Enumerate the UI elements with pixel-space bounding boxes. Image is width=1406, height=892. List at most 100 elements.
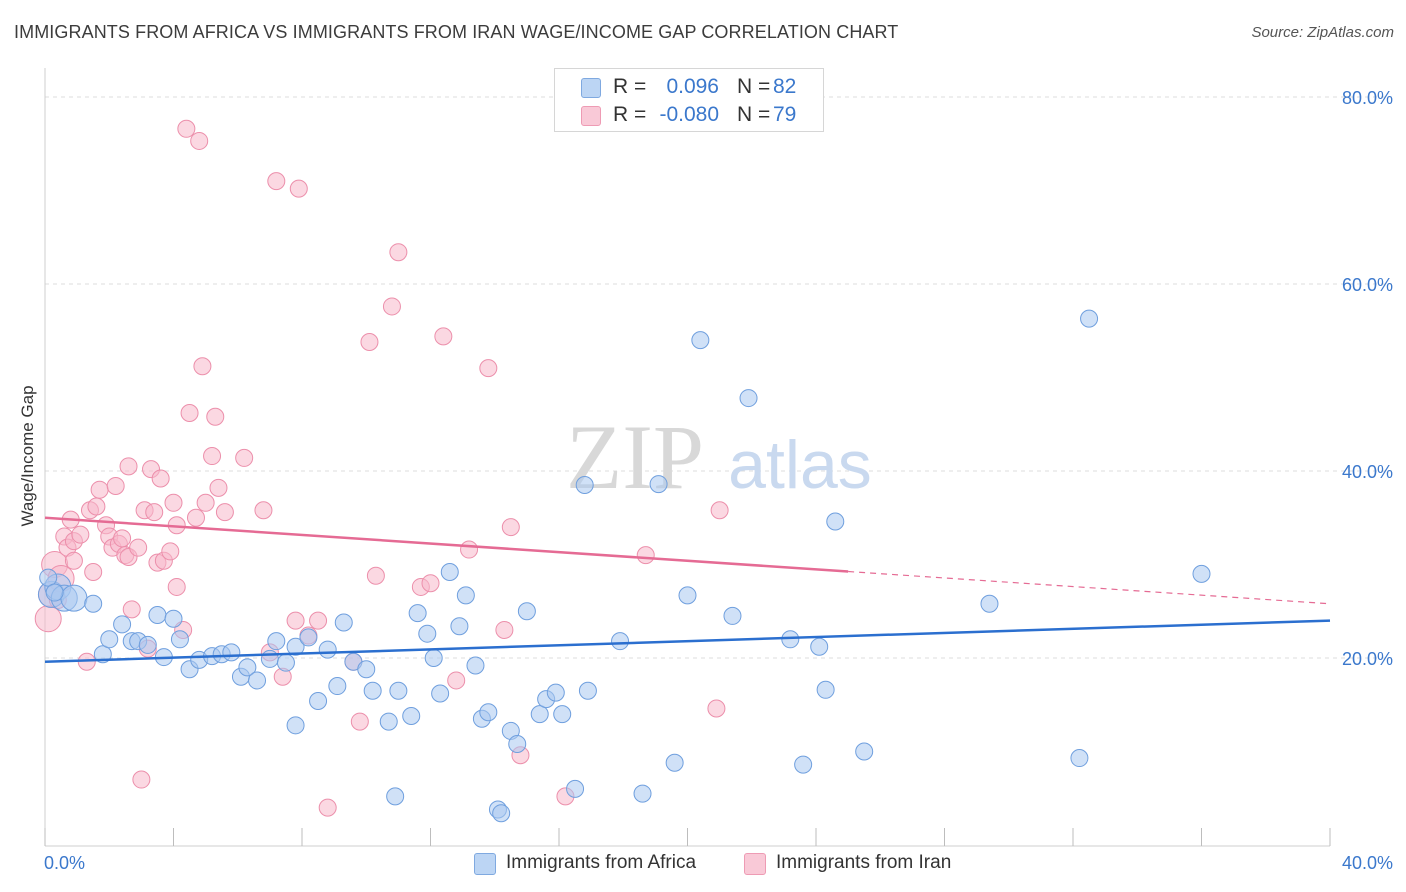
legend-r-label: R = [613,75,647,98]
legend-row-africa: R = 0.096 N = 82 [555,73,823,101]
legend-r-value: 0.096 [666,75,719,98]
watermark: ZIP atlas [566,406,872,508]
africa-point [649,475,668,494]
iran-point [215,503,234,522]
africa-point [357,660,376,679]
africa-point [1080,309,1099,328]
iran-point [71,525,90,544]
legend-row-iran: R = -0.080 N = 79 [555,101,823,129]
y-tick-label: 40.0% [1342,462,1393,482]
chart-title: IMMIGRANTS FROM AFRICA VS IMMIGRANTS FRO… [14,22,899,42]
iran-point [132,770,151,789]
africa-point [309,692,328,711]
africa-swatch [581,78,601,98]
iran-point [366,566,385,585]
data-points [34,119,1211,823]
africa-point [578,681,597,700]
iran-point [479,359,498,378]
africa-point [318,640,337,659]
iran-point [164,493,183,512]
iran-point [360,332,379,351]
africa-point [553,705,572,724]
iran-point [84,562,103,581]
africa-point [450,617,469,636]
africa-point [980,594,999,613]
iran-point [267,172,286,191]
africa-point [148,605,167,624]
series-legend: Immigrants from Africa Immigrants from I… [0,851,1406,881]
africa-point [45,583,64,602]
africa-point [379,712,398,731]
africa-point [60,584,88,612]
iran-point [119,457,138,476]
africa-point [286,637,305,656]
africa-point [363,681,382,700]
y-tick-label: 60.0% [1342,275,1393,295]
africa-point [611,632,630,651]
africa-point [424,649,443,667]
iran-point [421,574,440,593]
iran-trend-line-dashed [848,570,1331,605]
africa-point [100,630,119,649]
africa-point [389,681,408,700]
axes [44,68,1331,847]
iran-point [318,798,337,817]
iran-point [434,327,453,346]
africa-point [260,649,279,668]
tick-labels: 20.0% 40.0% 60.0% 80.0% 0.0% 40.0% [44,88,1393,873]
africa-point [276,653,295,672]
africa-point [691,331,710,350]
africa-trend-line [44,619,1331,663]
africa-point [431,684,450,703]
africa-point [739,389,758,408]
africa-point [855,742,874,761]
x-tick-label: 0.0% [44,853,85,873]
iran-swatch [581,106,601,126]
africa-point [386,787,405,806]
iran-point [389,243,408,262]
iran-point [129,538,148,557]
africa-point [440,562,459,581]
iran-point [707,699,726,718]
africa-point [466,656,485,675]
africa-point [267,632,286,651]
trend-lines [44,516,1331,663]
iran-point [122,600,141,619]
africa-point [248,671,267,690]
iran-point [64,551,83,570]
iran-point [460,540,479,559]
africa-point [328,677,347,696]
legend-n-label: N = [737,75,771,98]
africa-point [492,804,511,823]
africa-legend-swatch [474,853,496,875]
africa-point [418,624,437,643]
iran-point [106,476,125,495]
iran-point [203,447,222,466]
africa-point [633,784,652,803]
iran-point [180,404,199,423]
africa-point [222,643,241,662]
iran-point [113,529,132,548]
africa-point [84,594,103,613]
africa-point [816,680,835,699]
africa-point [238,658,257,677]
africa-point [810,637,829,656]
iran-point [90,480,109,499]
iran-trend-line [44,516,849,573]
legend-n-value: 79 [773,103,797,126]
iran-point [447,671,466,690]
iran-point [501,518,520,537]
africa-point [546,683,565,702]
legend-africa-label: Immigrants from Africa [506,852,697,873]
iran-point [190,131,209,150]
africa-point [678,586,697,605]
x-tick-label: 40.0% [1342,853,1393,873]
iran-point [235,448,254,467]
iran-point [286,611,305,630]
africa-point [826,512,845,531]
legend-n-label: N = [737,103,771,126]
watermark-atlas: atlas [728,427,872,503]
africa-point [530,705,549,724]
iran-point [495,620,514,639]
legend-r-value: -0.080 [659,103,719,126]
